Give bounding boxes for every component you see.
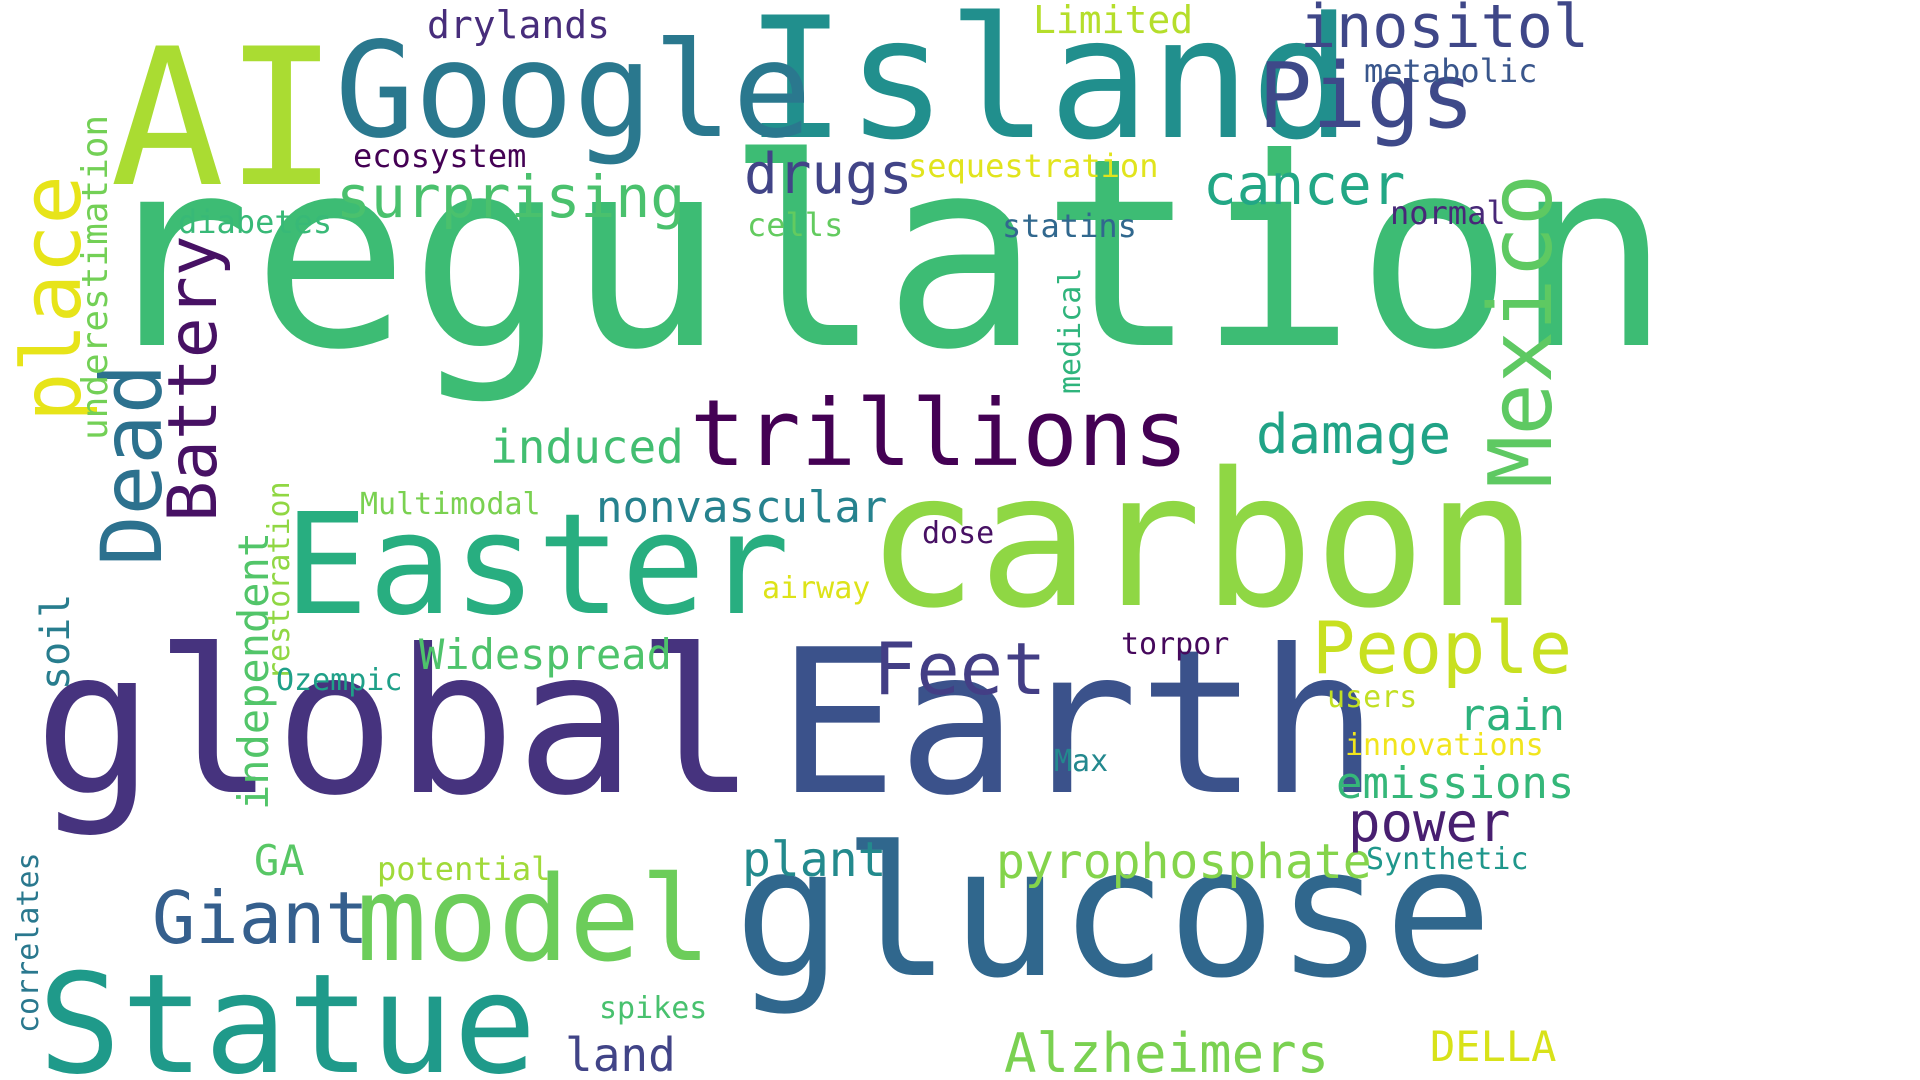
word-limited: Limited	[1033, 0, 1194, 42]
word-metabolic: metabolic	[1364, 52, 1538, 90]
word-torpor: torpor	[1121, 627, 1230, 662]
word-innovations: innovations	[1345, 728, 1544, 763]
word-inositol: inositol	[1300, 0, 1589, 62]
word-cells: cells	[747, 206, 844, 244]
word-plant: plant	[742, 832, 887, 888]
word-easter: Easter	[284, 484, 790, 647]
word-potential: potential	[377, 850, 551, 888]
word-dose: dose	[922, 516, 995, 551]
word-spikes: spikes	[599, 991, 708, 1026]
word-pigs: Pigs	[1258, 44, 1475, 149]
word-widespread: Widespread	[419, 630, 672, 679]
word-model: model	[356, 850, 712, 988]
word-medical: medical	[1053, 267, 1088, 394]
word-earth: Earth	[777, 607, 1380, 840]
word-soil: soil	[33, 593, 79, 690]
word-pyrophosphate: pyrophosphate	[996, 834, 1372, 890]
word-cancer: cancer	[1203, 153, 1406, 218]
word-glucose: glucose	[734, 809, 1493, 1018]
word-ga: GA	[254, 836, 305, 885]
word-drugs: drugs	[744, 142, 913, 207]
word-users: users	[1327, 680, 1418, 715]
word-regulation: regulation	[94, 102, 1672, 407]
word-feet: Feet	[873, 627, 1047, 711]
word-ecosystem: ecosystem	[353, 137, 527, 175]
word-nonvascular: nonvascular	[596, 482, 888, 533]
word-power: power	[1348, 791, 1511, 854]
word-drylands: drylands	[427, 3, 611, 47]
word-alzheimers: Alzheimers	[1004, 1022, 1330, 1080]
word-restoration: restoration	[262, 481, 297, 680]
word-della: DELLA	[1430, 1022, 1557, 1071]
word-sequestration: sequestration	[908, 147, 1159, 185]
word-ozempic: Ozempic	[276, 663, 403, 698]
word-google: Google	[335, 14, 812, 168]
word-giant: Giant	[152, 876, 369, 960]
word-battery: Battery	[154, 235, 233, 522]
word-land: land	[565, 1028, 676, 1080]
word-emissions: emissions	[1336, 758, 1575, 809]
word-ai: AI	[110, 8, 339, 229]
word-synthetic: Synthetic	[1366, 842, 1529, 877]
word-normal: normal	[1390, 194, 1506, 232]
word-island: Island	[745, 0, 1352, 177]
word-damage: damage	[1256, 403, 1452, 466]
word-correlates: correlates	[11, 852, 46, 1033]
word-diabetes: diabetes	[178, 203, 333, 241]
word-max: Max	[1054, 744, 1109, 779]
word-carbon: carbon	[866, 432, 1538, 649]
word-airway: airway	[762, 571, 871, 606]
word-global: global	[34, 607, 757, 840]
word-statins: statins	[1002, 207, 1137, 245]
word-rain: rain	[1459, 690, 1565, 741]
word-surprising: surprising	[336, 163, 686, 231]
word-trillions: trillions	[690, 380, 1189, 487]
word-multimodal: Multimodal	[360, 487, 541, 522]
word-induced: induced	[490, 420, 684, 474]
word-underestimation: underestimation	[75, 114, 116, 440]
word-statue: Statue	[38, 944, 537, 1080]
word-people: People	[1312, 606, 1573, 690]
